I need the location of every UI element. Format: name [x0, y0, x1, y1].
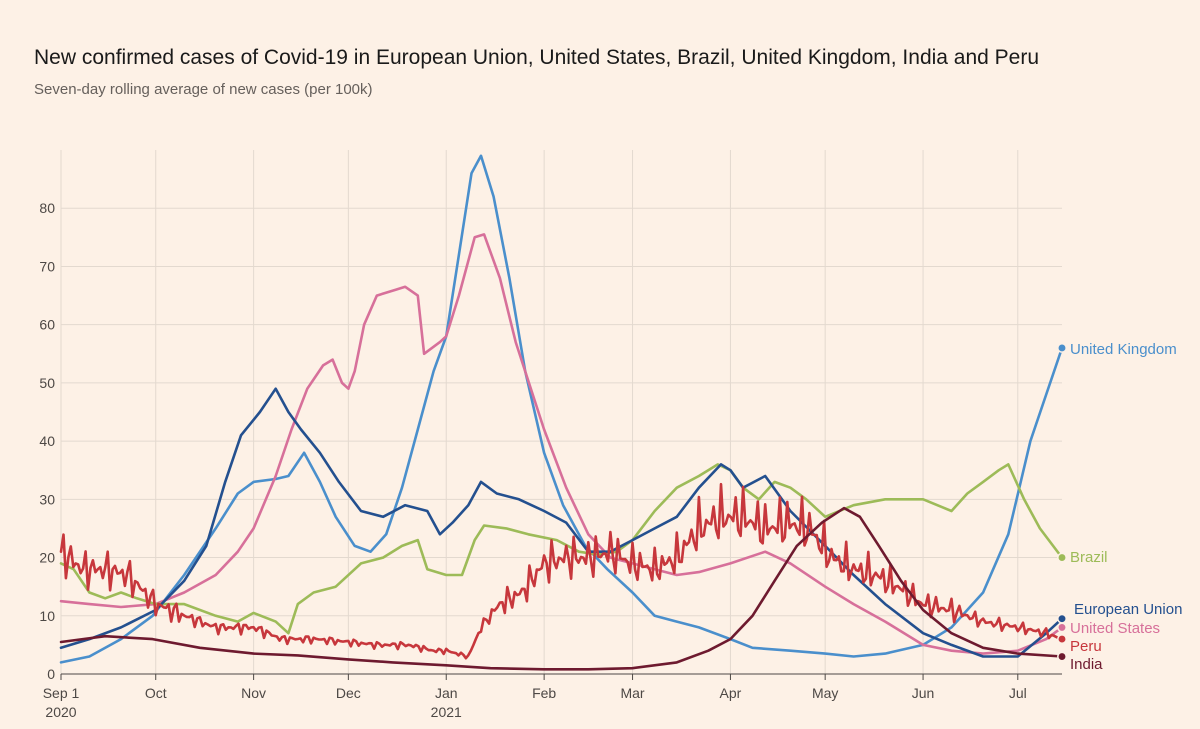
x-axis: Sep 1 2020 Oct Nov Dec Jan 2021 Feb Mar Apr May Jun…: [43, 673, 1062, 720]
series-label-brazil: Brazil: [1070, 549, 1108, 566]
series-line-india: [59, 506, 1064, 671]
series-label-united-kingdom: United Kingdom: [1070, 341, 1177, 358]
x-tick-label: May: [812, 685, 838, 701]
y-tick-label: 70: [39, 258, 55, 274]
x-tick-label: Jun: [912, 685, 935, 701]
y-axis: 0 10 20 30 40 50 60 70 80: [39, 200, 55, 682]
x-tick-label: Nov: [241, 685, 266, 701]
series-label-european-union: European Union: [1074, 601, 1182, 618]
chart-title: New confirmed cases of Covid-19 in Europ…: [34, 46, 1040, 69]
series-label-india: India: [1070, 656, 1103, 673]
y-tick-label: 0: [47, 666, 55, 682]
y-tick-label: 60: [39, 317, 55, 333]
y-tick-label: 30: [39, 491, 55, 507]
series-lines: [59, 154, 1067, 671]
y-tick-label: 40: [39, 433, 55, 449]
x-tick-sublabel: 2020: [45, 704, 76, 720]
y-tick-label: 80: [39, 200, 55, 216]
x-tick-label: Jan: [435, 685, 458, 701]
x-tick-label: Mar: [620, 685, 644, 701]
series-label-united-states: United States: [1070, 620, 1160, 637]
y-tick-label: 10: [39, 608, 55, 624]
series-end-dot-european-union: [1057, 613, 1067, 624]
grid: [60, 150, 1062, 674]
x-tick-label: Oct: [145, 685, 167, 701]
series-line-united-states: [59, 233, 1064, 655]
y-tick-label: 50: [39, 375, 55, 391]
series-end-dot-united-states: [1057, 622, 1067, 633]
x-tick-sublabel: 2021: [431, 704, 462, 720]
x-tick-label: Sep 1: [43, 685, 80, 701]
x-tick-label: Apr: [720, 685, 742, 701]
series-line-brazil: [59, 463, 1064, 635]
series-end-dot-united-kingdom: [1057, 343, 1067, 353]
series-line-european-union: [59, 387, 1064, 658]
chart-subtitle: Seven-day rolling average of new cases (…: [34, 81, 373, 98]
series-end-dot-peru: [1057, 634, 1067, 645]
series-line-peru: [59, 482, 1064, 660]
x-tick-label: Jul: [1009, 685, 1027, 701]
series-end-dot-india: [1057, 651, 1067, 662]
series-line-united-kingdom: [59, 154, 1064, 664]
x-tick-label: Dec: [336, 685, 361, 701]
series-labels: United Kingdom United States Brazil Europea…: [1070, 341, 1182, 673]
series-label-peru: Peru: [1070, 638, 1102, 655]
y-tick-label: 20: [39, 550, 55, 566]
series-end-dot-brazil: [1057, 552, 1067, 563]
x-tick-label: Feb: [532, 685, 556, 701]
